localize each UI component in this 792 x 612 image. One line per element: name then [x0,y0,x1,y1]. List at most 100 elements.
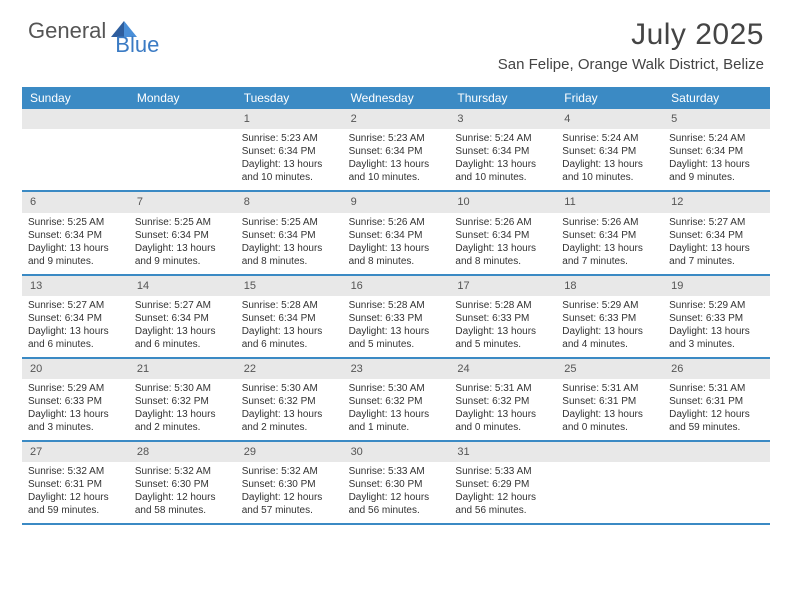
day-body: Sunrise: 5:32 AMSunset: 6:30 PMDaylight:… [129,462,236,523]
calendar-day-cell [663,442,770,523]
sunrise-line: Sunrise: 5:27 AM [669,216,764,229]
day-body: Sunrise: 5:32 AMSunset: 6:30 PMDaylight:… [236,462,343,523]
daylight-line: Daylight: 13 hours and 9 minutes. [28,242,123,268]
day-body: Sunrise: 5:29 AMSunset: 6:33 PMDaylight:… [22,379,129,440]
daylight-line: Daylight: 13 hours and 8 minutes. [349,242,444,268]
day-header-cell: Saturday [663,87,770,109]
day-body: Sunrise: 5:23 AMSunset: 6:34 PMDaylight:… [236,129,343,190]
calendar-day-cell: 18Sunrise: 5:29 AMSunset: 6:33 PMDayligh… [556,276,663,357]
calendar-day-cell: 12Sunrise: 5:27 AMSunset: 6:34 PMDayligh… [663,192,770,273]
day-number: 18 [556,276,663,296]
daylight-line: Daylight: 13 hours and 10 minutes. [242,158,337,184]
calendar-day-cell: 23Sunrise: 5:30 AMSunset: 6:32 PMDayligh… [343,359,450,440]
sunset-line: Sunset: 6:31 PM [669,395,764,408]
empty-day-number [556,442,663,462]
calendar-day-cell: 31Sunrise: 5:33 AMSunset: 6:29 PMDayligh… [449,442,556,523]
sunset-line: Sunset: 6:32 PM [455,395,550,408]
calendar-day-cell: 29Sunrise: 5:32 AMSunset: 6:30 PMDayligh… [236,442,343,523]
day-number: 2 [343,109,450,129]
sunrise-line: Sunrise: 5:24 AM [562,132,657,145]
calendar-day-cell: 28Sunrise: 5:32 AMSunset: 6:30 PMDayligh… [129,442,236,523]
sunrise-line: Sunrise: 5:27 AM [28,299,123,312]
day-number: 15 [236,276,343,296]
daylight-line: Daylight: 13 hours and 9 minutes. [135,242,230,268]
sunrise-line: Sunrise: 5:31 AM [669,382,764,395]
day-body: Sunrise: 5:33 AMSunset: 6:30 PMDaylight:… [343,462,450,523]
sunrise-line: Sunrise: 5:29 AM [669,299,764,312]
sunrise-line: Sunrise: 5:31 AM [562,382,657,395]
day-number: 22 [236,359,343,379]
sunset-line: Sunset: 6:32 PM [349,395,444,408]
day-number: 28 [129,442,236,462]
empty-day-body [663,462,770,520]
day-body: Sunrise: 5:28 AMSunset: 6:33 PMDaylight:… [449,296,556,357]
day-body: Sunrise: 5:33 AMSunset: 6:29 PMDaylight:… [449,462,556,523]
day-body: Sunrise: 5:23 AMSunset: 6:34 PMDaylight:… [343,129,450,190]
sunrise-line: Sunrise: 5:32 AM [242,465,337,478]
calendar-day-cell: 13Sunrise: 5:27 AMSunset: 6:34 PMDayligh… [22,276,129,357]
sunset-line: Sunset: 6:33 PM [28,395,123,408]
calendar: SundayMondayTuesdayWednesdayThursdayFrid… [22,87,770,525]
day-header-cell: Thursday [449,87,556,109]
sunset-line: Sunset: 6:32 PM [242,395,337,408]
sunset-line: Sunset: 6:32 PM [135,395,230,408]
sunset-line: Sunset: 6:31 PM [562,395,657,408]
day-number: 5 [663,109,770,129]
day-number: 30 [343,442,450,462]
day-number: 26 [663,359,770,379]
daylight-line: Daylight: 13 hours and 6 minutes. [242,325,337,351]
sunrise-line: Sunrise: 5:23 AM [349,132,444,145]
day-body: Sunrise: 5:25 AMSunset: 6:34 PMDaylight:… [129,213,236,274]
sunrise-line: Sunrise: 5:24 AM [455,132,550,145]
calendar-day-cell: 9Sunrise: 5:26 AMSunset: 6:34 PMDaylight… [343,192,450,273]
calendar-day-cell: 3Sunrise: 5:24 AMSunset: 6:34 PMDaylight… [449,109,556,190]
day-number: 31 [449,442,556,462]
sunrise-line: Sunrise: 5:30 AM [349,382,444,395]
calendar-day-cell [556,442,663,523]
daylight-line: Daylight: 13 hours and 3 minutes. [28,408,123,434]
day-number: 10 [449,192,556,212]
location-text: San Felipe, Orange Walk District, Belize [498,56,764,73]
daylight-line: Daylight: 13 hours and 8 minutes. [455,242,550,268]
calendar-day-cell: 30Sunrise: 5:33 AMSunset: 6:30 PMDayligh… [343,442,450,523]
sunset-line: Sunset: 6:34 PM [242,145,337,158]
sunset-line: Sunset: 6:30 PM [349,478,444,491]
daylight-line: Daylight: 12 hours and 56 minutes. [349,491,444,517]
daylight-line: Daylight: 13 hours and 6 minutes. [135,325,230,351]
day-body: Sunrise: 5:30 AMSunset: 6:32 PMDaylight:… [236,379,343,440]
calendar-day-cell: 21Sunrise: 5:30 AMSunset: 6:32 PMDayligh… [129,359,236,440]
day-number: 6 [22,192,129,212]
day-number: 27 [22,442,129,462]
sunrise-line: Sunrise: 5:28 AM [349,299,444,312]
sunset-line: Sunset: 6:34 PM [455,229,550,242]
sunset-line: Sunset: 6:34 PM [28,312,123,325]
calendar-day-cell: 26Sunrise: 5:31 AMSunset: 6:31 PMDayligh… [663,359,770,440]
empty-day-body [556,462,663,520]
logo-text2: Blue [115,32,159,58]
daylight-line: Daylight: 13 hours and 8 minutes. [242,242,337,268]
day-body: Sunrise: 5:27 AMSunset: 6:34 PMDaylight:… [129,296,236,357]
sunrise-line: Sunrise: 5:25 AM [242,216,337,229]
sunset-line: Sunset: 6:34 PM [562,145,657,158]
sunset-line: Sunset: 6:33 PM [669,312,764,325]
empty-day-number [22,109,129,129]
sunrise-line: Sunrise: 5:29 AM [562,299,657,312]
day-header-cell: Sunday [22,87,129,109]
day-number: 25 [556,359,663,379]
day-number: 4 [556,109,663,129]
day-body: Sunrise: 5:32 AMSunset: 6:31 PMDaylight:… [22,462,129,523]
day-body: Sunrise: 5:25 AMSunset: 6:34 PMDaylight:… [236,213,343,274]
sunrise-line: Sunrise: 5:26 AM [455,216,550,229]
daylight-line: Daylight: 13 hours and 3 minutes. [669,325,764,351]
day-body: Sunrise: 5:28 AMSunset: 6:34 PMDaylight:… [236,296,343,357]
month-title: July 2025 [498,18,764,52]
day-body: Sunrise: 5:24 AMSunset: 6:34 PMDaylight:… [449,129,556,190]
day-body: Sunrise: 5:31 AMSunset: 6:31 PMDaylight:… [663,379,770,440]
sunrise-line: Sunrise: 5:26 AM [349,216,444,229]
day-body: Sunrise: 5:25 AMSunset: 6:34 PMDaylight:… [22,213,129,274]
empty-day-body [22,129,129,187]
daylight-line: Daylight: 13 hours and 7 minutes. [562,242,657,268]
sunrise-line: Sunrise: 5:32 AM [28,465,123,478]
day-body: Sunrise: 5:31 AMSunset: 6:32 PMDaylight:… [449,379,556,440]
day-body: Sunrise: 5:30 AMSunset: 6:32 PMDaylight:… [129,379,236,440]
